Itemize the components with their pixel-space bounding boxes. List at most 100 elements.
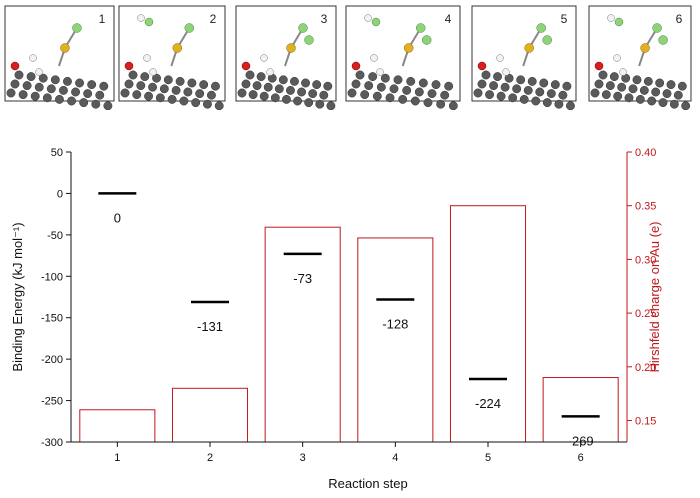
x-tick-label: 6 [578, 452, 584, 464]
panel-number: 2 [210, 12, 217, 26]
x-tick-label: 1 [114, 452, 120, 464]
carbon-atom [605, 81, 615, 91]
carbon-atom [79, 98, 89, 108]
structure-panel-2: 2 [118, 5, 226, 110]
carbon-atom [427, 89, 437, 99]
carbon-atom [163, 75, 173, 85]
carbon-atom [10, 79, 20, 89]
carbon-atom [179, 96, 189, 106]
gold-atom [403, 43, 414, 53]
y-axis-right-title: Hirshfeld charge on Au (e) [647, 221, 662, 372]
carbon-atom [632, 75, 642, 85]
hydrogen-atom [143, 54, 151, 62]
gold-atom [172, 43, 183, 53]
y-left-tick-label: -100 [41, 271, 63, 283]
chlorine-atom [371, 17, 381, 27]
carbon-atom [360, 90, 370, 100]
carbon-atom [252, 81, 262, 91]
carbon-atom [132, 90, 142, 100]
carbon-atom [542, 98, 552, 108]
structure-panel-3: 3 [235, 5, 337, 110]
carbon-atom [639, 85, 649, 95]
carbon-atom [431, 80, 441, 90]
carbon-atom [167, 94, 177, 104]
carbon-atom [297, 87, 307, 97]
hydrogen-atom [35, 68, 43, 76]
carbon-atom [191, 98, 201, 108]
carbon-atom [71, 87, 81, 97]
carbon-atom [681, 101, 691, 110]
carbon-atom [565, 101, 575, 110]
panel-number: 6 [676, 12, 683, 26]
carbon-atom [285, 85, 295, 95]
carbon-atom [643, 76, 653, 86]
carbon-atom [308, 89, 318, 99]
carbon-surface [590, 70, 691, 110]
y-axis-left-title: Binding Energy (kJ mol⁻¹) [10, 222, 25, 371]
carbon-atom [624, 93, 634, 103]
chlorine-atom [421, 35, 432, 45]
charge-bar [264, 226, 341, 443]
y-left-tick-label: -250 [41, 396, 63, 408]
carbon-atom [423, 98, 433, 108]
carbon-atom [301, 78, 311, 88]
chlorine-atom [304, 35, 314, 45]
energy-label: -269 [568, 433, 594, 448]
carbon-atom [83, 89, 93, 99]
carbon-atom [30, 91, 40, 101]
charge-bar [357, 237, 434, 443]
carbon-atom [91, 99, 101, 109]
carbon-atom [319, 90, 329, 100]
y-right-tick-label: 0.40 [635, 147, 656, 159]
carbon-atom [136, 81, 146, 91]
hydrogen-atom [266, 68, 274, 76]
panel-number: 1 [99, 12, 106, 26]
carbon-atom [289, 76, 299, 86]
carbon-atom [54, 94, 64, 104]
y-left-tick-label: -300 [41, 437, 63, 449]
carbon-atom [485, 90, 495, 100]
panel-number: 5 [561, 12, 568, 26]
carbon-atom [651, 87, 661, 97]
carbon-atom [245, 70, 255, 80]
carbon-atom [489, 81, 499, 91]
carbon-atom [270, 93, 280, 103]
carbon-atom [152, 73, 162, 83]
x-tick-label: 2 [207, 452, 213, 464]
carbon-atom [148, 82, 158, 92]
carbon-atom [385, 93, 395, 103]
carbon-atom [323, 81, 333, 91]
carbon-atom [312, 80, 322, 90]
carbon-atom [508, 93, 518, 103]
carbon-atom [677, 81, 687, 91]
carbon-atom [594, 79, 604, 89]
hydrogen-atom [260, 54, 268, 62]
structure-panel-5: 5 [471, 5, 577, 110]
hydrogen-atom [613, 54, 621, 62]
carbon-atom [140, 72, 150, 82]
carbon-atom [550, 80, 560, 90]
hydrogen-atom [29, 54, 37, 62]
carbon-atom [75, 78, 85, 88]
carbon-atom [493, 72, 503, 82]
structure-panel-1: 1 [4, 5, 115, 110]
structure-panels: 1 2 3 4 5 6 [4, 5, 692, 110]
charge-bars [79, 205, 619, 443]
carbon-atom [477, 79, 487, 89]
carbon-atom [99, 81, 109, 91]
y-right-tick-label: 0.20 [635, 362, 656, 374]
carbon-atom [414, 87, 424, 97]
carbon-atom [473, 88, 483, 98]
carbon-atom [535, 87, 545, 97]
carbon-atom [669, 99, 679, 109]
y-right-tick-label: 0.35 [635, 201, 656, 213]
y-left-tick-label: 50 [51, 147, 63, 159]
oxygen-atom [594, 61, 604, 71]
carbon-atom [195, 89, 205, 99]
carbon-atom [519, 94, 529, 104]
oxygen-atom [351, 61, 361, 71]
carbon-atom [326, 101, 336, 110]
carbon-atom [87, 80, 97, 90]
carbon-surface [6, 70, 113, 110]
energy-label: 0 [114, 210, 121, 225]
